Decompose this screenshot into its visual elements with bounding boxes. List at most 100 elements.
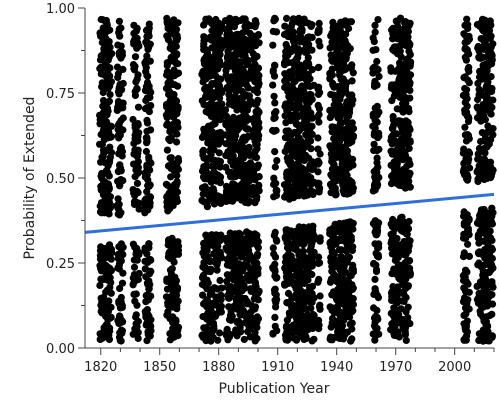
data-point [134,39,142,47]
data-point [117,257,125,265]
data-point [107,267,115,275]
data-point [106,43,114,51]
data-point [173,130,181,138]
data-point [302,334,310,342]
data-point [106,64,114,72]
data-point [307,304,315,312]
data-point [147,126,155,134]
data-point [105,331,113,339]
data-point [117,240,125,248]
data-point [255,187,263,195]
data-point [349,96,357,104]
data-point [308,122,316,130]
y-tick-label: 1.00 [46,2,75,17]
data-point [146,57,154,65]
data-point [348,77,356,85]
data-point [463,15,471,23]
data-point [462,91,470,99]
data-point [216,50,224,59]
data-point [216,134,224,143]
data-point [393,130,401,138]
data-point [245,92,253,100]
data-point [405,257,413,265]
data-point [118,279,127,287]
data-point [106,251,114,259]
data-point [405,156,413,164]
data-point [487,54,495,62]
data-point [215,81,223,89]
data-point [349,307,357,315]
data-point [315,253,323,261]
data-point [147,256,155,264]
data-point [300,88,308,97]
data-point [215,149,223,157]
data-point [308,262,316,270]
data-point [116,164,125,172]
data-point [216,94,224,102]
data-point [254,31,262,39]
data-point [107,313,115,321]
data-point [488,103,496,111]
data-point [485,17,493,25]
data-point [221,106,230,114]
data-point [464,215,473,223]
data-point [406,94,414,102]
data-point [464,65,472,73]
data-point [254,296,262,304]
data-point [217,75,225,83]
data-point [118,86,126,94]
data-point [314,278,322,286]
data-point [486,227,494,235]
data-point [460,164,468,173]
data-point [309,311,317,319]
data-point [115,200,123,208]
data-point [342,54,350,62]
data-point [133,84,141,92]
data-point [134,317,142,326]
data-point [134,158,142,166]
data-point [373,102,381,110]
data-point [271,15,279,23]
data-point [488,60,496,68]
data-point [465,305,473,313]
data-point [316,237,324,245]
data-point [348,285,357,294]
data-point [173,138,181,146]
data-point [374,16,382,24]
data-point [463,102,471,110]
data-point [374,253,383,261]
data-point [116,32,124,40]
data-point [402,293,410,302]
data-point [271,163,279,171]
data-point [118,48,126,56]
data-point [371,124,379,132]
data-point [217,61,225,69]
data-point [488,291,496,299]
data-point [371,336,379,344]
data-point [405,243,413,251]
data-point [147,102,155,110]
data-point [328,65,336,73]
data-point [336,95,344,103]
data-point [134,146,142,154]
data-point [306,75,314,83]
data-point [217,199,225,207]
data-point [343,79,351,87]
data-point [172,291,181,299]
data-point [210,146,218,154]
data-point [309,222,317,230]
data-point [218,284,226,292]
data-point [487,266,495,274]
data-point [106,324,114,332]
x-axis-title: Publication Year [219,381,330,397]
data-point [106,274,114,282]
data-point [254,64,263,72]
data-point [216,329,224,337]
data-point [373,118,381,126]
data-point [373,324,381,332]
data-point [106,91,114,99]
x-tick-label: 1820 [84,360,117,375]
data-point [254,96,262,104]
data-point [370,140,378,148]
data-point [375,330,383,338]
